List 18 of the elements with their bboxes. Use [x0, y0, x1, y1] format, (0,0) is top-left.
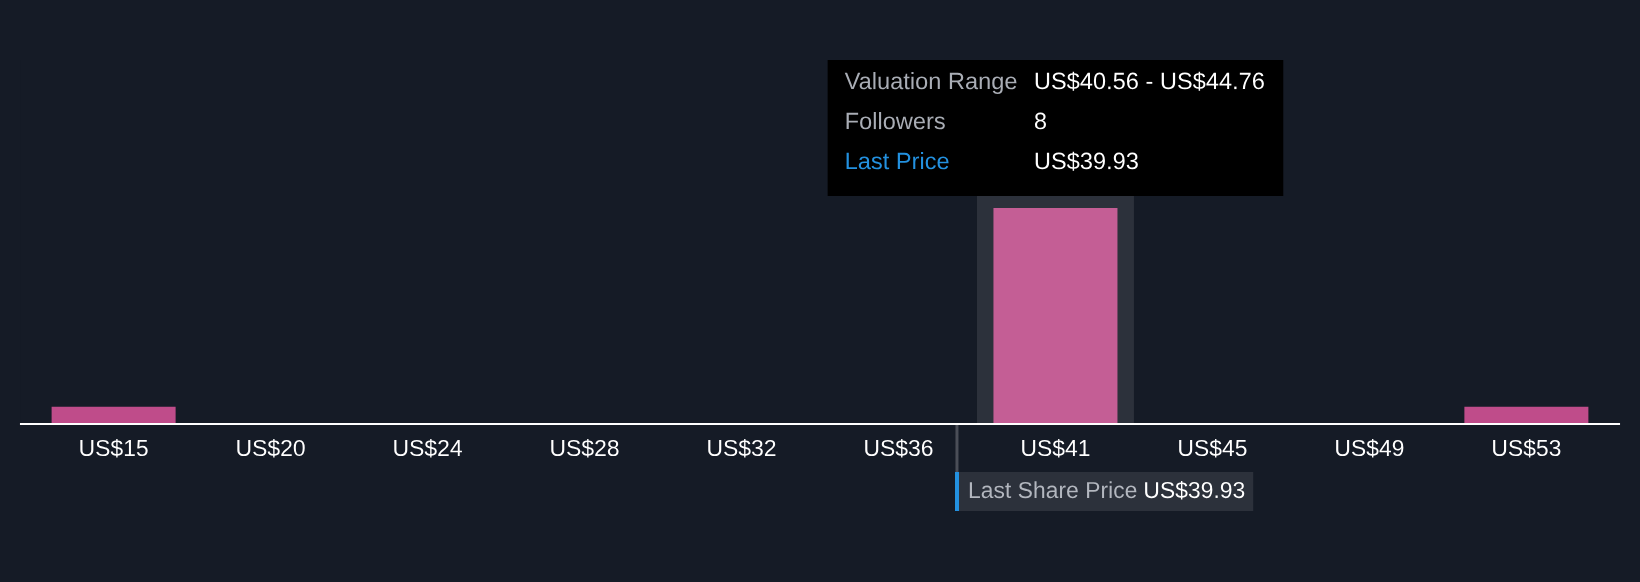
x-tick-label: US$53 [1493, 438, 1561, 458]
text: Last Price [846, 152, 949, 170]
x-tick-label: US$20 [237, 438, 305, 458]
x-tick-label: US$45 [1179, 438, 1247, 458]
x-tick-label: US$24 [394, 438, 462, 458]
text: Last Share Price [969, 481, 1137, 499]
text: Followers [846, 112, 945, 130]
x-tick-label: US$49 [1336, 438, 1404, 458]
text: Valuation Range [844, 72, 1017, 95]
text: US$39.93 [1145, 480, 1245, 500]
x-tick-label: US$36 [865, 438, 933, 458]
x-tick-label: US$28 [551, 438, 619, 458]
x-tick-label: US$41 [1022, 438, 1090, 458]
x-tick-label: US$15 [80, 438, 148, 458]
text: US$39.93 [1035, 151, 1138, 171]
text: US$40.56 - US$44.76 [1035, 71, 1264, 91]
text: 8 [1034, 112, 1046, 130]
x-tick-label: US$32 [708, 438, 776, 458]
